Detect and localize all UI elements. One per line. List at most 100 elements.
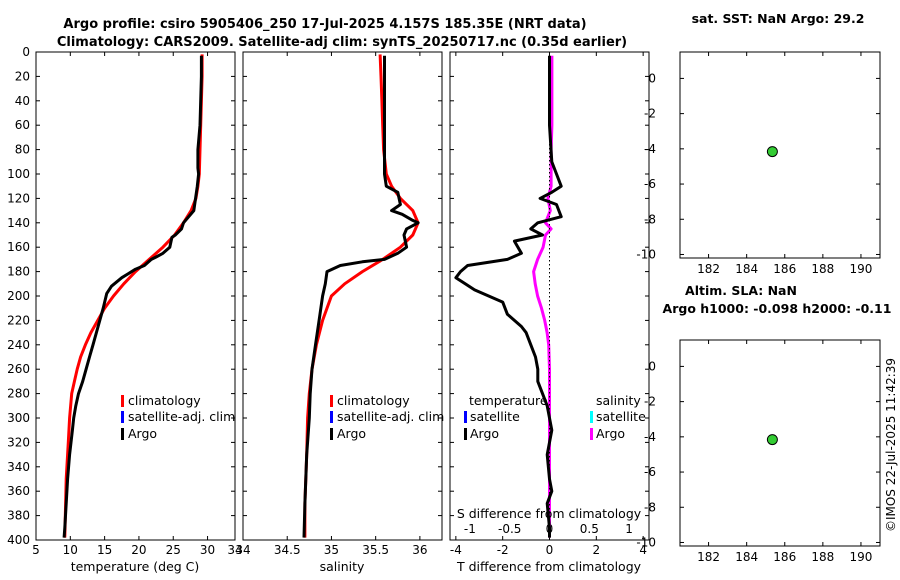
s-difference-tick-label: -0.5 [498,522,521,536]
x-tick-label: 35 [324,543,339,557]
sst-map-panel [679,51,881,259]
depth-tick-label: 40 [15,94,30,108]
series-layer [62,54,778,538]
legend-swatch-t-satellite [464,411,467,423]
s-difference-tick-label: 1 [625,522,633,536]
sla-y-tick-label: -8 [644,500,656,514]
sla-map-title: Altim. SLA: NaN [685,283,797,298]
legend-label-argo: Argo [128,426,157,441]
salinity-argo-line [302,55,420,538]
depth-tick-label: 360 [7,484,30,498]
legend-swatch-climatology [330,395,333,407]
x-tick-label: 30 [200,543,215,557]
legend-label-argo: Argo [337,426,366,441]
sst-x-tick-label: 188 [811,262,834,276]
legend-label-s-argo: Argo [596,426,625,441]
depth-tick-label: 180 [7,265,30,279]
sla-x-tick-label: 190 [849,550,872,564]
depth-tick-label: 400 [7,533,30,547]
t-difference-argo-line [454,55,563,538]
s-difference-tick-label: -1 [464,522,476,536]
t-difference-xlabel: T difference from climatology [456,559,642,574]
salinity-legend: climatology satellite-adj. clim Argo [330,393,444,441]
depth-tick-label: 240 [7,338,30,352]
depth-tick-label: 20 [15,69,30,83]
sst-y-tick-label: -8 [644,212,656,226]
depth-tick-label: 80 [15,143,30,157]
x-tick-label: 34.5 [274,543,301,557]
legend-swatch-argo [330,428,333,440]
sla-argo-location-marker [766,434,778,446]
salinity-panel [242,51,443,541]
sst-x-tick-label: 184 [735,262,758,276]
s-difference-tick-label: 0.5 [580,522,599,536]
x-tick-label: 0 [546,543,554,557]
sst-x-tick-label: 190 [849,262,872,276]
sst-y-tick-label: -4 [644,142,656,156]
sst-x-tick-label: 182 [697,262,720,276]
sla-x-tick-label: 188 [811,550,834,564]
depth-tick-label: 300 [7,411,30,425]
sst-y-tick-label: -10 [636,247,656,261]
depth-tick-label: 340 [7,460,30,474]
legend-swatch-argo [121,428,124,440]
legend-title-salinity: salinity [596,393,641,408]
x-tick-label: 36 [412,543,427,557]
temperature-climatology-line [63,54,204,538]
depth-tick-label: 280 [7,387,30,401]
legend-swatch-s-argo [590,428,593,440]
depth-tick-label: 200 [7,289,30,303]
legend-label-t-argo: Argo [470,426,499,441]
sla-y-tick-label: 0 [648,359,656,373]
sst-y-tick-label: -6 [644,177,656,191]
x-tick-label: 15 [97,543,112,557]
sla-map-panel [679,339,881,547]
x-tick-label: 34 [227,543,242,557]
legend-label-satellite: satellite-adj. clim [128,409,235,424]
sla-y-tick-label: -2 [644,395,656,409]
axes-layer: 0204060801001201401601802002202402602803… [7,45,880,564]
sla-map-subtitle: Argo h1000: -0.098 h2000: -0.11 [663,301,892,316]
depth-tick-label: 120 [7,191,30,205]
x-tick-label: -2 [497,543,509,557]
sla-x-tick-label: 186 [773,550,796,564]
sla-x-tick-label: 184 [735,550,758,564]
salinity-xlabel: salinity [320,559,365,574]
sst-y-tick-label: 0 [648,71,656,85]
legend-title-temperature: temperature [469,393,548,408]
x-tick-label: 35.5 [362,543,389,557]
main-title: Argo profile: csiro 5905406_250 17-Jul-2… [63,17,586,32]
x-tick-label: 10 [63,543,78,557]
depth-tick-label: 380 [7,509,30,523]
imos-timestamp: ©IMOS 22-Jul-2025 11:42:39 [884,358,898,532]
x-tick-label: 20 [131,543,146,557]
legend-swatch-t-argo [464,428,467,440]
temperature-xlabel: temperature (deg C) [71,559,200,574]
legend-label-t-satellite: satellite [470,409,520,424]
depth-tick-label: 260 [7,362,30,376]
legend-swatch-climatology [121,395,124,407]
sst-map-title: sat. SST: NaN Argo: 29.2 [692,11,865,26]
depth-tick-label: 160 [7,240,30,254]
x-tick-label: 5 [32,543,40,557]
sla-y-tick-label: -10 [636,535,656,549]
temperature-argo-line [62,55,203,538]
legend-label-satellite: satellite-adj. clim [337,409,444,424]
depth-tick-label: 140 [7,216,30,230]
x-tick-label: 25 [166,543,181,557]
x-tick-label: -4 [450,543,462,557]
sla-x-tick-label: 182 [697,550,720,564]
legend-swatch-satellite [330,411,333,423]
depth-tick-label: 0 [22,45,30,59]
legend-label-s-satellite: satellite [596,409,646,424]
depth-tick-label: 60 [15,118,30,132]
depth-tick-label: 100 [7,167,30,181]
sst-x-tick-label: 186 [773,262,796,276]
sla-y-tick-label: -4 [644,430,656,444]
x-tick-label: 2 [593,543,601,557]
legend-swatch-s-satellite [590,411,593,423]
s-difference-xlabel: S difference from climatology [457,506,642,521]
depth-tick-label: 320 [7,435,30,449]
sst-argo-location-marker [766,146,778,158]
